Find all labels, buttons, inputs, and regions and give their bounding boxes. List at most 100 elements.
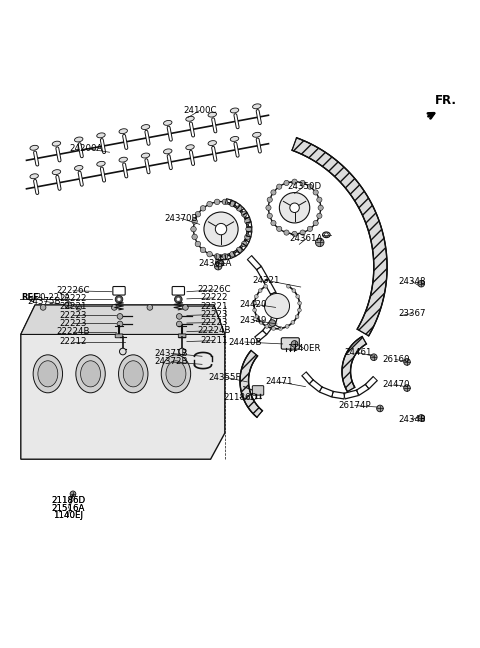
Circle shape — [216, 224, 227, 235]
Circle shape — [215, 262, 222, 270]
Circle shape — [418, 415, 424, 421]
Circle shape — [218, 261, 222, 265]
Circle shape — [267, 197, 272, 202]
Circle shape — [290, 203, 300, 213]
Circle shape — [117, 314, 123, 319]
Text: 20-221A: 20-221A — [35, 293, 70, 302]
Ellipse shape — [216, 260, 224, 266]
Circle shape — [200, 205, 206, 211]
Circle shape — [313, 220, 318, 226]
Circle shape — [177, 321, 182, 327]
Ellipse shape — [208, 112, 216, 117]
Circle shape — [230, 202, 235, 207]
Text: 22211: 22211 — [200, 336, 228, 345]
Circle shape — [271, 220, 276, 226]
Circle shape — [276, 184, 282, 189]
Ellipse shape — [323, 232, 330, 238]
Text: 24361A: 24361A — [290, 234, 323, 243]
FancyBboxPatch shape — [113, 286, 125, 295]
Circle shape — [76, 305, 82, 310]
Text: 24471: 24471 — [265, 377, 293, 386]
Text: 21186D: 21186D — [51, 496, 85, 505]
Circle shape — [307, 184, 312, 189]
Text: 24355F: 24355F — [209, 373, 241, 382]
Ellipse shape — [97, 161, 105, 167]
Text: 24350D: 24350D — [287, 182, 321, 191]
Circle shape — [207, 251, 212, 257]
Text: 21516A: 21516A — [51, 503, 85, 513]
Text: 24410B: 24410B — [228, 338, 262, 347]
Circle shape — [318, 205, 323, 211]
Ellipse shape — [119, 129, 128, 133]
Ellipse shape — [30, 145, 38, 150]
Text: 22223: 22223 — [59, 319, 87, 327]
Circle shape — [254, 295, 258, 298]
Circle shape — [285, 325, 289, 329]
Text: 23367: 23367 — [398, 309, 425, 318]
Circle shape — [222, 253, 228, 259]
Text: 22222: 22222 — [200, 294, 228, 303]
Circle shape — [179, 348, 185, 355]
Ellipse shape — [74, 165, 83, 170]
Circle shape — [182, 305, 188, 310]
Circle shape — [371, 354, 377, 360]
Ellipse shape — [164, 121, 172, 125]
Circle shape — [276, 226, 282, 231]
Text: 22212: 22212 — [59, 337, 87, 346]
Polygon shape — [21, 305, 225, 459]
FancyBboxPatch shape — [179, 334, 186, 338]
FancyBboxPatch shape — [115, 334, 123, 338]
Text: 22222: 22222 — [59, 294, 87, 303]
Circle shape — [279, 192, 310, 223]
Ellipse shape — [74, 137, 83, 142]
Circle shape — [200, 247, 206, 253]
Circle shape — [195, 241, 201, 247]
Circle shape — [317, 197, 322, 202]
Circle shape — [267, 213, 272, 218]
Polygon shape — [342, 336, 366, 391]
Ellipse shape — [33, 355, 62, 393]
Ellipse shape — [52, 170, 60, 174]
Circle shape — [298, 301, 301, 305]
Circle shape — [115, 295, 123, 303]
Circle shape — [236, 205, 242, 211]
Ellipse shape — [141, 153, 150, 158]
Ellipse shape — [141, 124, 150, 130]
Circle shape — [192, 234, 197, 240]
Ellipse shape — [119, 355, 148, 393]
Circle shape — [245, 234, 250, 240]
Circle shape — [177, 314, 182, 319]
Text: 24372B: 24372B — [155, 358, 188, 367]
Circle shape — [222, 199, 228, 205]
Circle shape — [192, 218, 197, 224]
Circle shape — [215, 199, 220, 205]
Circle shape — [296, 295, 300, 298]
Ellipse shape — [123, 361, 143, 387]
Text: 1140ER: 1140ER — [288, 344, 321, 353]
Circle shape — [269, 319, 276, 327]
Text: 24370B: 24370B — [164, 214, 197, 223]
Ellipse shape — [76, 355, 105, 393]
Circle shape — [404, 358, 410, 365]
Text: 26174P: 26174P — [338, 401, 371, 410]
Circle shape — [177, 298, 180, 301]
Text: 22221: 22221 — [59, 302, 87, 311]
Circle shape — [278, 327, 282, 330]
Text: 22224B: 22224B — [197, 326, 231, 335]
Circle shape — [264, 284, 267, 288]
Ellipse shape — [119, 157, 128, 162]
Circle shape — [268, 181, 321, 234]
FancyBboxPatch shape — [172, 286, 184, 295]
Text: 21516A: 21516A — [51, 503, 85, 513]
Text: 22226C: 22226C — [197, 285, 231, 294]
Ellipse shape — [186, 145, 194, 150]
Polygon shape — [240, 351, 263, 417]
Ellipse shape — [208, 141, 216, 146]
Text: 24375B: 24375B — [28, 297, 61, 306]
Text: 22224B: 22224B — [56, 327, 90, 336]
Ellipse shape — [161, 355, 191, 393]
Text: 24461: 24461 — [344, 348, 372, 357]
Circle shape — [246, 226, 252, 232]
Ellipse shape — [30, 174, 38, 179]
Text: 24200A: 24200A — [69, 144, 103, 153]
